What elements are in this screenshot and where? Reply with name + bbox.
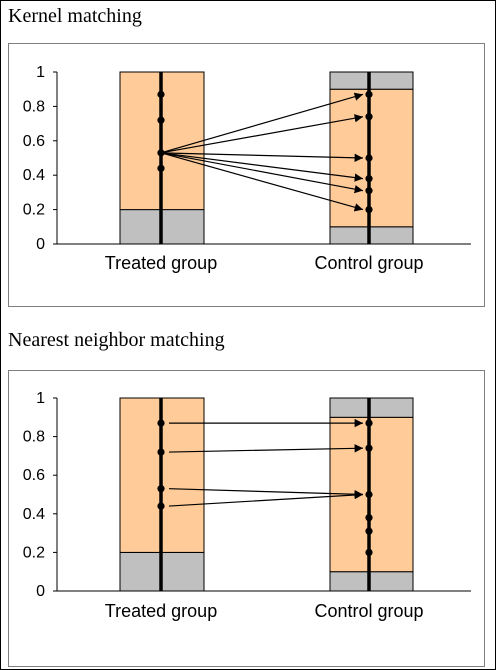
y-tick-label: 0.4 xyxy=(23,506,45,523)
propensity-score-point xyxy=(157,448,164,455)
propensity-score-point xyxy=(365,491,372,498)
y-tick-label: 0.2 xyxy=(23,544,45,561)
y-tick-label: 0.6 xyxy=(23,467,45,484)
propensity-score-point xyxy=(365,419,372,426)
propensity-score-point xyxy=(157,419,164,426)
propensity-score-point xyxy=(157,485,164,492)
propensity-score-point xyxy=(365,514,372,521)
y-tick-label: 0.8 xyxy=(23,429,45,446)
y-tick-label: 0 xyxy=(36,583,45,600)
propensity-score-point xyxy=(365,528,372,535)
propensity-score-point xyxy=(365,445,372,452)
group-label: Control group xyxy=(314,601,423,621)
unmatched-region-bottom xyxy=(330,572,413,591)
propensity-score-point xyxy=(157,502,164,509)
propensity-score-point xyxy=(365,549,372,556)
unmatched-region-top xyxy=(330,398,413,417)
y-tick-label: 1 xyxy=(36,390,45,407)
group-label: Treated group xyxy=(105,601,217,621)
